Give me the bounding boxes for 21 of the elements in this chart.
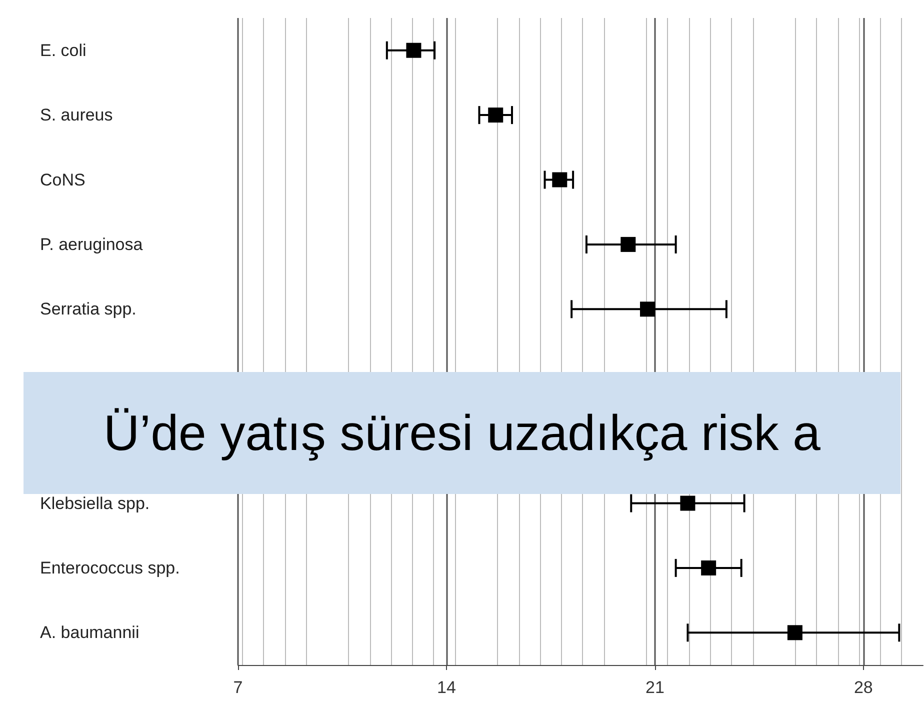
x-tick-label: 7 <box>233 678 243 697</box>
point <box>701 560 716 576</box>
text: Ü’de yatış süresi uzadıkça risk a <box>104 405 821 461</box>
x-tick-label: 14 <box>437 678 456 697</box>
y-tick-label: Enterococcus spp. <box>40 558 180 578</box>
y-tick-label: P. aeruginosa <box>40 234 144 254</box>
y-tick-label: A. baumannii <box>40 623 140 642</box>
point <box>552 172 568 188</box>
y-tick-label: CoNS <box>40 170 86 190</box>
point <box>620 236 636 252</box>
x-tick-label: 21 <box>645 678 664 697</box>
point <box>488 108 504 123</box>
y-tick-label: Serratia spp. <box>40 300 136 319</box>
point <box>680 496 696 511</box>
y-tick-label: S. aureus <box>40 106 113 125</box>
point <box>640 302 656 317</box>
y-tick-label: Klebsiella spp. <box>40 494 150 513</box>
point <box>406 42 422 58</box>
y-tick-label: E. coli <box>40 40 86 60</box>
point <box>787 625 802 640</box>
x-tick-label: 28 <box>854 678 873 697</box>
